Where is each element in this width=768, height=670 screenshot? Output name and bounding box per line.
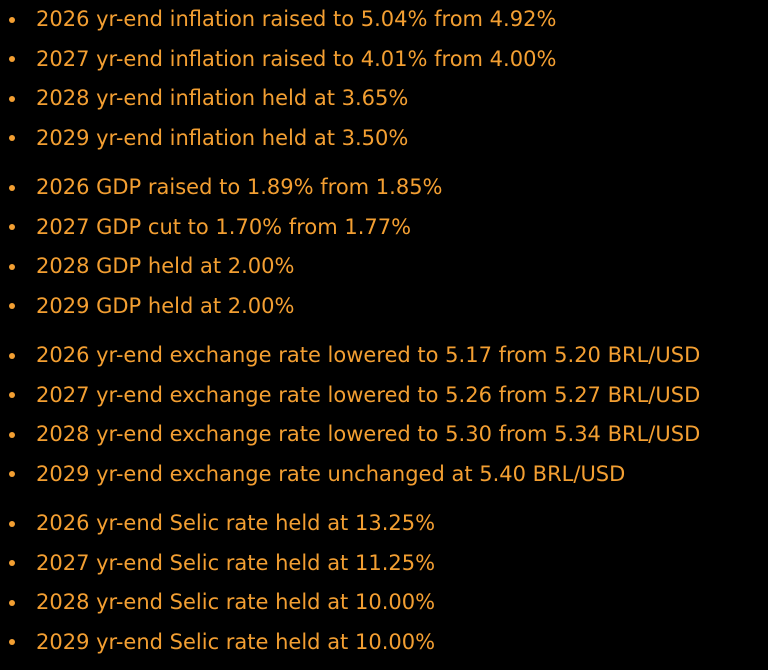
item-text: 2027 yr-end inflation raised to 4.01% fr… xyxy=(36,46,557,71)
item-text: 2028 GDP held at 2.00% xyxy=(36,254,295,278)
item-text: 2026 GDP raised to 1.89% from 1.85% xyxy=(36,175,443,199)
item-text: 2027 yr-end exchange rate lowered to 5.2… xyxy=(36,382,701,407)
bullet xyxy=(9,184,15,191)
bullet xyxy=(9,392,15,398)
bullet xyxy=(9,56,15,62)
bullet-list: 2026 GDP raised to 1.89% from 1.85% 2027 … xyxy=(0,168,768,326)
list-item: 2027 yr-end inflation raised to 4.01% fr… xyxy=(0,40,768,80)
list-item: 2028 yr-end Selic rate held at 10.00% xyxy=(0,583,768,623)
list-item: 2028 yr-end inflation held at 3.65% xyxy=(0,79,768,119)
bullet xyxy=(9,431,15,438)
list-item: 2027 yr-end exchange rate lowered to 5.2… xyxy=(0,376,768,416)
bullet xyxy=(9,303,15,309)
list-item: 2028 yr-end exchange rate lowered to 5.3… xyxy=(0,415,768,455)
list-item: 2026 GDP raised to 1.89% from 1.85% xyxy=(0,168,768,208)
bullet xyxy=(9,599,15,606)
list-item: 2027 GDP cut to 1.70% from 1.77% xyxy=(0,208,768,248)
bullet-list: 2026 yr-end Selic rate held at 13.25% 202… xyxy=(0,504,768,662)
list-item: 2028 GDP held at 2.00% xyxy=(0,247,768,287)
bullet xyxy=(9,560,15,566)
list-item: 2029 yr-end inflation held at 3.50% xyxy=(0,119,768,159)
list-item: 2026 yr-end Selic rate held at 13.25% xyxy=(0,504,768,544)
item-text: 2027 yr-end Selic rate held at 11.25% xyxy=(36,550,436,575)
list-item: 2029 yr-end Selic rate held at 10.00% xyxy=(0,623,768,663)
list-item: 2029 yr-end exchange rate unchanged at 5… xyxy=(0,455,768,495)
bullet xyxy=(9,520,15,527)
list-item: 2027 yr-end Selic rate held at 11.25% xyxy=(0,544,768,584)
bullet xyxy=(9,263,15,270)
item-text: 2029 yr-end exchange rate unchanged at 5… xyxy=(36,461,626,486)
bullet xyxy=(9,16,15,23)
item-text: 2029 yr-end Selic rate held at 10.00% xyxy=(36,629,436,654)
bullet-list: 2026 yr-end inflation raised to 5.04% fr… xyxy=(0,0,768,158)
item-text: 2028 yr-end inflation held at 3.65% xyxy=(36,86,409,110)
item-text: 2028 yr-end Selic rate held at 10.00% xyxy=(36,590,436,614)
list-item: 2026 yr-end inflation raised to 5.04% fr… xyxy=(0,0,768,40)
item-text: 2029 yr-end inflation held at 3.50% xyxy=(36,125,409,150)
item-text: 2027 GDP cut to 1.70% from 1.77% xyxy=(36,214,412,239)
item-text: 2026 yr-end Selic rate held at 13.25% xyxy=(36,511,436,535)
item-text: 2026 yr-end inflation raised to 5.04% fr… xyxy=(36,7,557,31)
bullet-list: 2026 yr-end exchange rate lowered to 5.1… xyxy=(0,336,768,494)
bullet xyxy=(9,135,15,141)
bullet xyxy=(9,224,15,230)
bullet xyxy=(9,95,15,102)
item-text: 2029 GDP held at 2.00% xyxy=(36,293,295,318)
bullet xyxy=(9,471,15,477)
bullet xyxy=(9,639,15,645)
list-item: 2029 GDP held at 2.00% xyxy=(0,287,768,327)
bullet xyxy=(9,352,15,359)
item-text: 2026 yr-end exchange rate lowered to 5.1… xyxy=(36,343,701,367)
list-item: 2026 yr-end exchange rate lowered to 5.1… xyxy=(0,336,768,376)
item-text: 2028 yr-end exchange rate lowered to 5.3… xyxy=(36,422,701,446)
